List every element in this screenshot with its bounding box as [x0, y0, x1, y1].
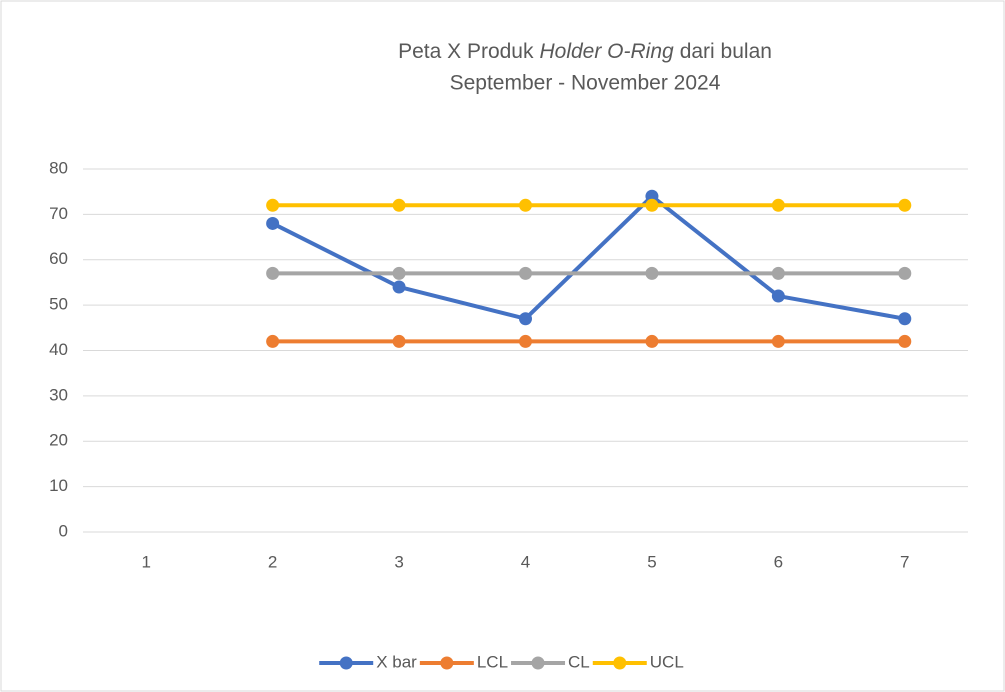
y-tick-label: 80 [49, 158, 68, 177]
marker [771, 198, 785, 212]
marker [898, 334, 912, 348]
marker [898, 266, 912, 280]
title-italic: Holder O-Ring [539, 40, 674, 63]
title-part: dari bulan [680, 40, 772, 63]
y-tick-label: 70 [49, 204, 68, 223]
x-tick-label: 3 [394, 552, 403, 571]
y-tick-label: 20 [49, 431, 68, 450]
legend-label: UCL [650, 652, 684, 671]
series-line [271, 194, 906, 321]
chart-title: Peta X Produk Holder O-Ring dari bulan [398, 40, 772, 63]
legend-marker [339, 656, 353, 670]
legend-marker [613, 656, 627, 670]
y-tick-label: 0 [59, 521, 68, 540]
marker [392, 280, 406, 294]
legend-marker [440, 656, 454, 670]
x-tick-label: 6 [774, 552, 783, 571]
marker [519, 312, 532, 326]
y-tick-label: 10 [49, 476, 68, 495]
y-tick-label: 60 [49, 249, 68, 268]
legend-label: X bar [376, 652, 417, 671]
marker [645, 266, 659, 280]
x-tick-label: 1 [141, 552, 150, 571]
legend-label: LCL [477, 652, 508, 671]
marker [519, 266, 532, 280]
marker [771, 266, 785, 280]
x-tick-label: 2 [268, 552, 277, 571]
legend-marker [531, 656, 545, 670]
marker [771, 334, 785, 348]
marker [392, 334, 406, 348]
marker [392, 266, 406, 280]
marker [266, 266, 280, 280]
x-tick-label: 5 [647, 552, 656, 571]
marker [645, 189, 659, 203]
marker [645, 198, 659, 212]
marker [898, 198, 912, 212]
y-tick-label: 40 [49, 340, 68, 359]
x-tick-label: 7 [900, 552, 909, 571]
y-tick-label: 30 [49, 385, 68, 404]
marker [266, 216, 280, 230]
title-part: Peta X Produk [398, 40, 534, 63]
marker [898, 312, 912, 326]
marker [392, 198, 406, 212]
marker [771, 289, 785, 303]
marker [645, 334, 659, 348]
marker [266, 334, 280, 348]
marker [266, 198, 280, 212]
chart-title: September - November 2024 [450, 72, 721, 95]
marker [519, 334, 532, 348]
y-tick-label: 50 [49, 295, 68, 314]
legend-label: CL [568, 652, 590, 671]
x-tick-label: 4 [521, 552, 530, 571]
marker [519, 198, 532, 212]
